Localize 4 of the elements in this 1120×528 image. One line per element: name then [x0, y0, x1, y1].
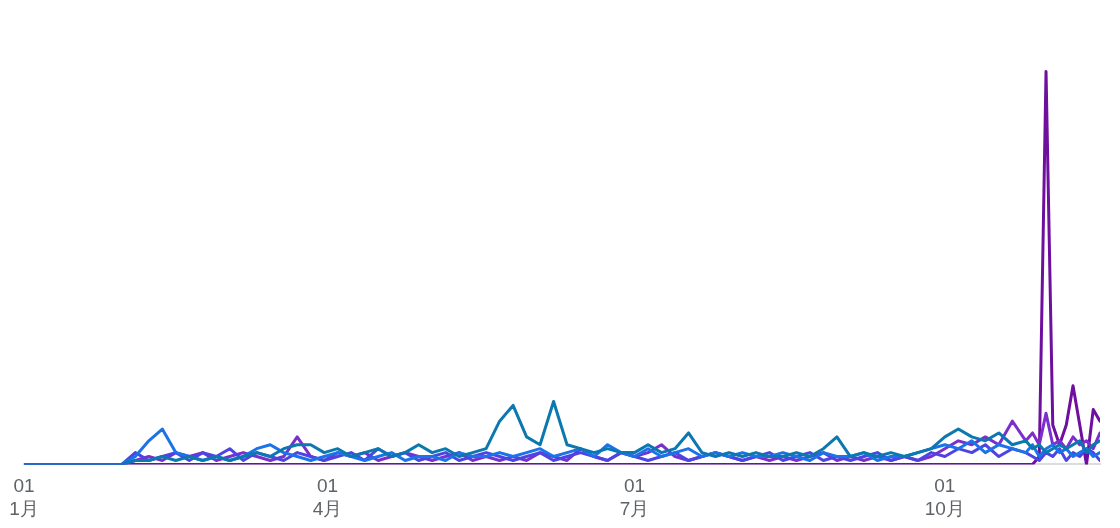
x-tick-label: 01 10月: [924, 475, 965, 519]
x-tick-label: 01 1月: [9, 475, 39, 519]
x-tick-label: 01 4月: [312, 475, 343, 519]
x-tick-label: 01 7月: [619, 475, 650, 519]
